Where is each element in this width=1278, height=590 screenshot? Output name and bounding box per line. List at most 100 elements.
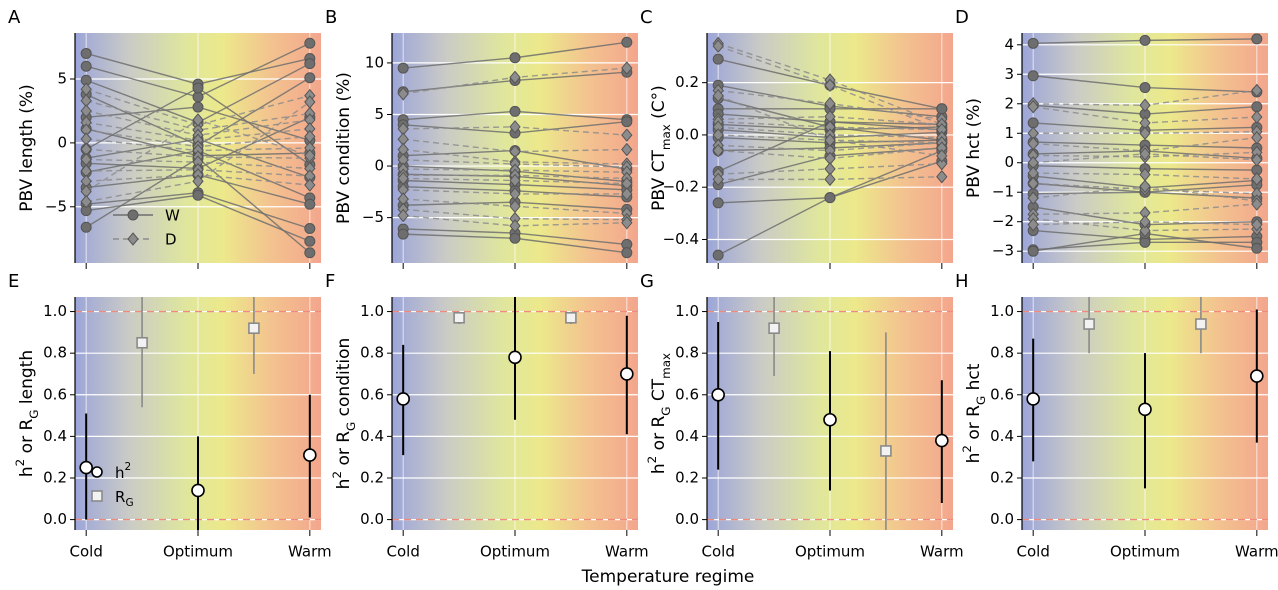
y-tick-label: 0.0 bbox=[675, 510, 699, 528]
marker bbox=[509, 173, 521, 188]
y-axis-label: h2 or RG CTmax bbox=[645, 353, 673, 474]
marker bbox=[79, 460, 93, 475]
marker bbox=[1083, 318, 1095, 330]
legend-marker bbox=[127, 209, 139, 221]
y-tick-label: −5 bbox=[45, 197, 67, 215]
label-part: G bbox=[27, 410, 41, 419]
x-tick-label: Warm bbox=[920, 543, 964, 561]
marker bbox=[621, 247, 633, 259]
y-tick-label: 1 bbox=[1004, 124, 1014, 142]
label-part: hct bbox=[964, 363, 984, 396]
legend-label: RG bbox=[115, 488, 134, 510]
marker bbox=[711, 387, 725, 402]
legend-marker bbox=[91, 490, 103, 502]
label-part: or R bbox=[334, 431, 354, 471]
y-tick-label: 0.6 bbox=[43, 385, 67, 403]
marker bbox=[80, 60, 92, 72]
y-tick-label: 0.6 bbox=[360, 385, 384, 403]
panel-letter: F bbox=[325, 271, 335, 292]
marker bbox=[1251, 33, 1263, 45]
y-tick-label: 0.6 bbox=[675, 385, 699, 403]
plot-area bbox=[711, 297, 949, 530]
y-tick-label: 0.0 bbox=[360, 510, 384, 528]
marker bbox=[1251, 153, 1263, 167]
marker bbox=[396, 392, 410, 406]
y-axis-label: h2 or RG hct bbox=[960, 363, 988, 463]
marker bbox=[621, 142, 633, 157]
x-tick-label: Cold bbox=[387, 543, 420, 561]
marker bbox=[304, 72, 316, 84]
x-tick-label: Optimum bbox=[795, 543, 865, 561]
x-tick-label: Optimum bbox=[1110, 543, 1180, 561]
marker bbox=[936, 103, 948, 115]
y-tick-label: 1.0 bbox=[675, 302, 699, 320]
marker bbox=[936, 156, 948, 171]
plot-area bbox=[397, 36, 633, 259]
marker bbox=[936, 149, 948, 163]
y-tick-label: 1.0 bbox=[43, 302, 67, 320]
marker bbox=[248, 322, 260, 335]
legend-label: D bbox=[165, 231, 177, 249]
panel-letter: G bbox=[640, 271, 654, 292]
plot-area bbox=[396, 297, 634, 456]
y-axis-label: PBV CTmax (C°) bbox=[649, 85, 673, 211]
label-part: R bbox=[115, 488, 125, 506]
marker bbox=[1139, 126, 1151, 141]
x-tick-label: Cold bbox=[1017, 543, 1050, 561]
marker bbox=[621, 128, 633, 142]
marker bbox=[712, 53, 724, 65]
marker bbox=[304, 178, 316, 192]
label-part: 2 bbox=[645, 456, 659, 464]
marker bbox=[304, 37, 316, 49]
marker bbox=[1251, 130, 1263, 145]
y-axis-label: PBV length (%) bbox=[17, 84, 37, 211]
label-part: PBV CT bbox=[649, 150, 669, 211]
y-axis-label: PBV condition (%) bbox=[334, 72, 354, 224]
panel: −5 0 5 10 B bbox=[325, 7, 638, 269]
marker bbox=[1027, 117, 1039, 129]
label-part: 2 bbox=[960, 445, 974, 453]
y-tick-label: 0.0 bbox=[675, 125, 699, 143]
label-part: length bbox=[17, 350, 37, 410]
label-part: G bbox=[659, 406, 673, 415]
y-tick-label: −2 bbox=[992, 212, 1014, 230]
marker bbox=[621, 187, 633, 201]
y-tick-label: 0.2 bbox=[43, 468, 67, 486]
marker bbox=[1251, 101, 1263, 113]
marker bbox=[712, 172, 724, 187]
label-part: h bbox=[334, 479, 354, 490]
marker bbox=[192, 82, 204, 94]
y-tick-label: 0 bbox=[374, 157, 384, 175]
marker bbox=[824, 78, 836, 93]
y-tick-label: −1 bbox=[992, 183, 1014, 201]
marker bbox=[192, 189, 204, 201]
marker bbox=[136, 336, 148, 349]
marker bbox=[397, 62, 409, 74]
marker bbox=[453, 312, 465, 324]
marker bbox=[824, 192, 836, 204]
label-part: or R bbox=[649, 416, 669, 456]
panel-letter: E bbox=[8, 271, 19, 292]
marker bbox=[397, 228, 409, 240]
marker bbox=[712, 39, 724, 53]
y-tick-label: 0.8 bbox=[43, 344, 67, 362]
marker bbox=[192, 174, 204, 189]
panel-letter: H bbox=[955, 271, 969, 292]
y-tick-label: 0.4 bbox=[675, 427, 699, 445]
y-tick-label: 4 bbox=[1004, 35, 1014, 53]
y-tick-label: 0.0 bbox=[43, 510, 67, 528]
marker bbox=[1139, 179, 1151, 194]
marker bbox=[303, 448, 317, 462]
y-tick-label: 0.8 bbox=[990, 344, 1014, 362]
series-line bbox=[85, 88, 310, 126]
label-part: 2 bbox=[13, 459, 27, 467]
marker bbox=[1139, 98, 1151, 113]
marker bbox=[712, 197, 724, 209]
y-axis-label: h2 or RG length bbox=[13, 350, 41, 477]
marker bbox=[768, 322, 780, 335]
marker bbox=[1250, 369, 1264, 383]
label-part: h bbox=[115, 464, 125, 482]
y-tick-label: 0 bbox=[1004, 153, 1014, 171]
marker bbox=[80, 47, 92, 59]
label-part: h bbox=[964, 453, 984, 464]
